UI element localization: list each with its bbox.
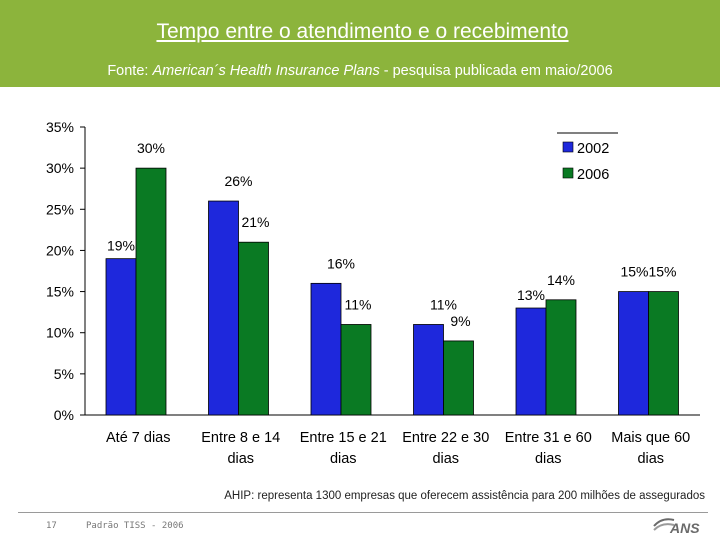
y-tick-label: 25% [46,201,74,217]
x-tick-label: Mais que 60 [611,430,690,446]
source-prefix: Fonte: [107,63,153,79]
bar-2002-0 [105,258,137,416]
bar-2002-5 [618,291,649,416]
chart-axes [84,127,700,416]
x-tick-label: Até 7 dias [106,430,171,446]
y-tick-label: 5% [54,366,74,382]
y-tick-label: 30% [46,160,74,176]
source-suffix: - pesquisa publicada em maio/2006 [379,63,613,79]
x-tick-label: Entre 22 e 30 [402,430,489,446]
y-tick-label: 35% [46,119,74,135]
data-labels: 19%30%26%21%16%11% 11%9%13%14%15%15% [107,140,677,329]
y-tick-labels: 0% 5% 10% 15% 20% 25% 30% 35% [46,119,85,423]
bar-2006-4 [545,299,577,416]
legend: 2002 2006 [557,132,618,183]
source-line: Fonte: American´s Health Insurance Plans… [0,63,720,79]
data-label-2006: 14% [547,272,575,288]
y-tick-label: 0% [54,407,74,423]
data-label-2002: 16% [327,255,355,271]
y-tick-label: 15% [46,284,74,300]
header-band: Tempo entre o atendimento e o recebiment… [0,0,720,87]
x-tick-label: dias [535,451,562,467]
bar-2006-0 [135,167,167,416]
data-label-2006: 30% [137,140,165,156]
data-label-pair: 15%15% [620,264,676,280]
bar-2006-3 [443,340,474,416]
legend-label-2006: 2006 [577,167,609,183]
bar-2006-2 [340,324,372,416]
bar-chart: 0% 5% 10% 15% 20% 25% 30% 35% 19% 30% 26% 21% 16% 11… [46,119,700,467]
source-italic: American´s Health Insurance Plans [152,63,380,79]
chart-bars [105,167,679,416]
x-tick-label: dias [227,451,254,467]
x-tick-labels: Até 7 dias Entre 8 e 14 dias Entre 15 e 21 d… [106,430,690,467]
data-label-2006: 11% [345,296,372,312]
legend-swatch-2002 [562,141,574,153]
data-label-2002: 11% [430,296,457,312]
footer-divider [18,512,708,513]
legend-swatch-2006 [562,167,574,179]
x-tick-label: Entre 31 e 60 [505,430,592,446]
bar-2006-1 [238,241,269,416]
page-number: 17 [46,521,57,531]
y-tick-label: 10% [46,325,74,341]
footer-text: Padrão TISS - 2006 [86,521,184,531]
bar-2006-5 [648,291,679,416]
bar-2002-4 [515,307,547,416]
bar-2002-2 [310,282,342,416]
data-label-2002: 26% [224,173,252,189]
data-label-2006: 21% [241,214,269,230]
legend-label-2002: 2002 [577,141,609,157]
x-tick-label: dias [330,451,357,467]
page-title: Tempo entre o atendimento e o recebiment… [156,20,569,43]
data-label-2002: 13% [517,287,545,303]
bar-2002-3 [413,324,444,416]
x-tick-label: dias [637,451,664,467]
y-tick-label: 20% [46,242,74,258]
bar-2002-1 [208,200,239,416]
footnote: AHIP: representa 1300 empresas que ofere… [224,490,705,502]
x-tick-label: Entre 15 e 21 [300,430,387,446]
logo-text: ANS [669,520,700,536]
data-label-2002: 19% [107,238,135,254]
x-tick-label: dias [432,451,459,467]
x-tick-label: Entre 8 e 14 [201,430,280,446]
ans-logo: ANS [653,518,700,536]
data-label-2006: 9% [450,313,470,329]
